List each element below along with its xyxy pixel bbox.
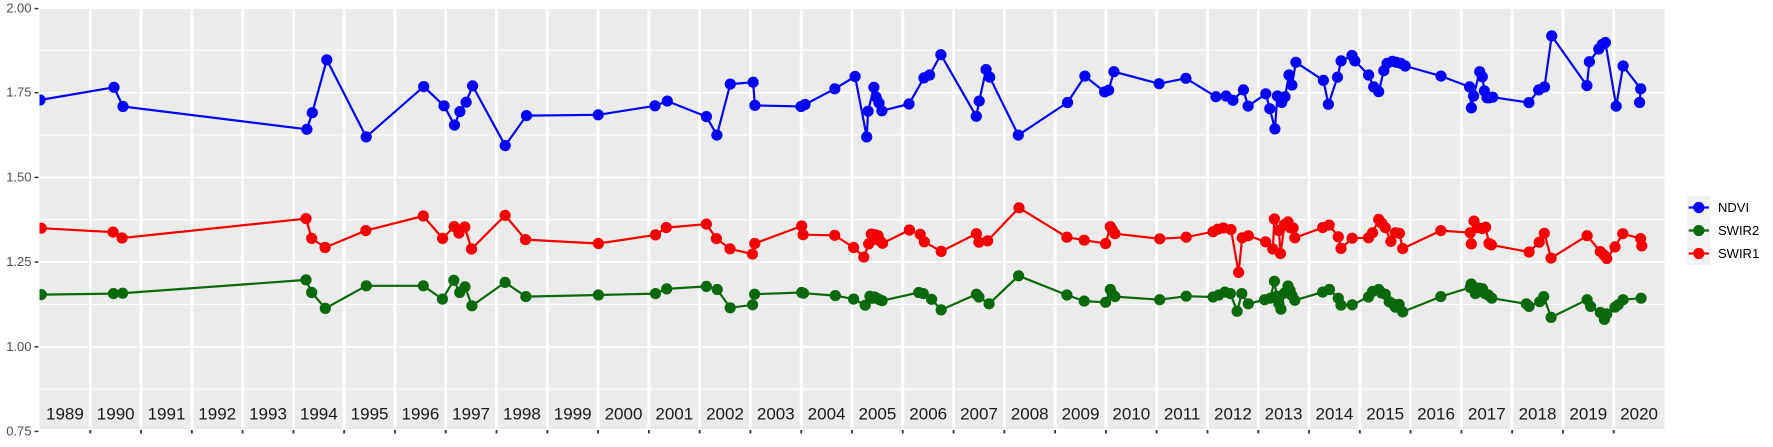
svg-text:2015: 2015 [1366,405,1404,424]
svg-text:1997: 1997 [452,405,490,424]
svg-text:2001: 2001 [655,405,693,424]
svg-text:0.75: 0.75 [6,423,31,438]
svg-text:2002: 2002 [706,405,744,424]
svg-text:1998: 1998 [503,405,541,424]
svg-text:2009: 2009 [1062,405,1100,424]
svg-text:1.50: 1.50 [6,169,31,184]
svg-text:2018: 2018 [1519,405,1557,424]
svg-text:1.25: 1.25 [6,254,31,269]
svg-text:NDVI: NDVI [1718,200,1749,215]
svg-text:1994: 1994 [300,405,338,424]
svg-text:2004: 2004 [808,405,846,424]
svg-text:2006: 2006 [909,405,947,424]
svg-text:1993: 1993 [249,405,287,424]
svg-text:2017: 2017 [1468,405,1506,424]
svg-text:1992: 1992 [198,405,236,424]
svg-text:2011: 2011 [1164,405,1201,424]
svg-text:1.00: 1.00 [6,339,31,354]
svg-text:1.75: 1.75 [6,85,31,100]
svg-text:2012: 2012 [1214,405,1252,424]
svg-text:1991: 1991 [148,405,186,424]
svg-text:1999: 1999 [554,405,592,424]
svg-text:SWIR1: SWIR1 [1718,246,1759,261]
svg-text:2010: 2010 [1112,405,1150,424]
svg-text:SWIR2: SWIR2 [1718,223,1759,238]
svg-text:2.00: 2.00 [6,1,31,16]
svg-text:2008: 2008 [1011,405,1049,424]
svg-text:1996: 1996 [401,405,439,424]
svg-text:2005: 2005 [858,405,896,424]
svg-text:2007: 2007 [960,405,998,424]
svg-text:1990: 1990 [97,405,135,424]
svg-text:2020: 2020 [1620,405,1658,424]
svg-text:2013: 2013 [1265,405,1303,424]
svg-text:2019: 2019 [1569,405,1607,424]
svg-text:1995: 1995 [351,405,389,424]
svg-text:2000: 2000 [605,405,643,424]
svg-text:2014: 2014 [1315,405,1353,424]
svg-text:2003: 2003 [757,405,795,424]
svg-text:1989: 1989 [46,405,84,424]
svg-text:2016: 2016 [1417,405,1455,424]
